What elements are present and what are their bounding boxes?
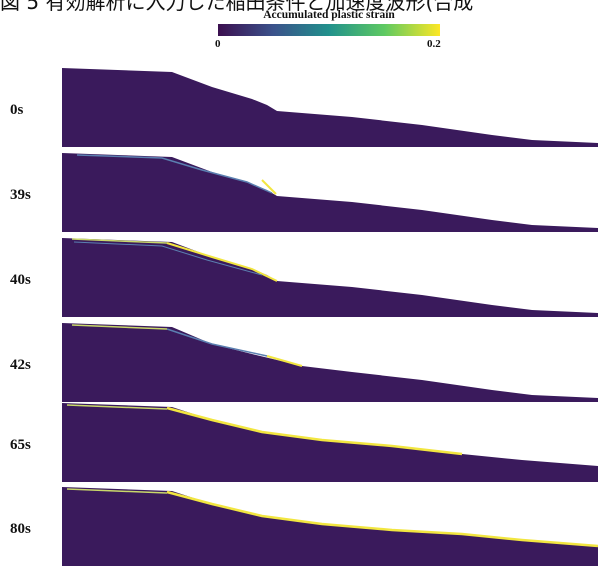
colorbar-gradient (218, 24, 440, 36)
panel-65s: 65s (0, 400, 598, 482)
time-label: 0s (10, 102, 24, 118)
slope-cross-section (62, 403, 598, 482)
time-label: 42s (10, 357, 31, 373)
slope-cross-section (62, 487, 598, 566)
colorbar-min-label: 0 (215, 38, 221, 50)
panel-80s: 80s (0, 484, 598, 566)
figure-caption: 図 5 有効解析に入力した稲田条件と加速度波形(合成 (0, 0, 474, 13)
panel-42s: 42s (0, 320, 598, 402)
slope-cross-section (62, 68, 598, 147)
time-label: 65s (10, 437, 31, 453)
time-label: 80s (10, 521, 31, 537)
time-label: 40s (10, 272, 31, 288)
panel-40s: 40s (0, 235, 598, 317)
time-label: 39s (10, 187, 31, 203)
panel-39s: 39s (0, 150, 598, 232)
colorbar-title: Accumulated plastic strain (263, 9, 395, 21)
colorbar-max-label: 0.2 (427, 38, 441, 50)
slope-cross-section (62, 153, 598, 232)
panel-0s: 0s (0, 65, 598, 147)
slope-cross-section (62, 238, 598, 317)
slope-cross-section (62, 323, 598, 402)
